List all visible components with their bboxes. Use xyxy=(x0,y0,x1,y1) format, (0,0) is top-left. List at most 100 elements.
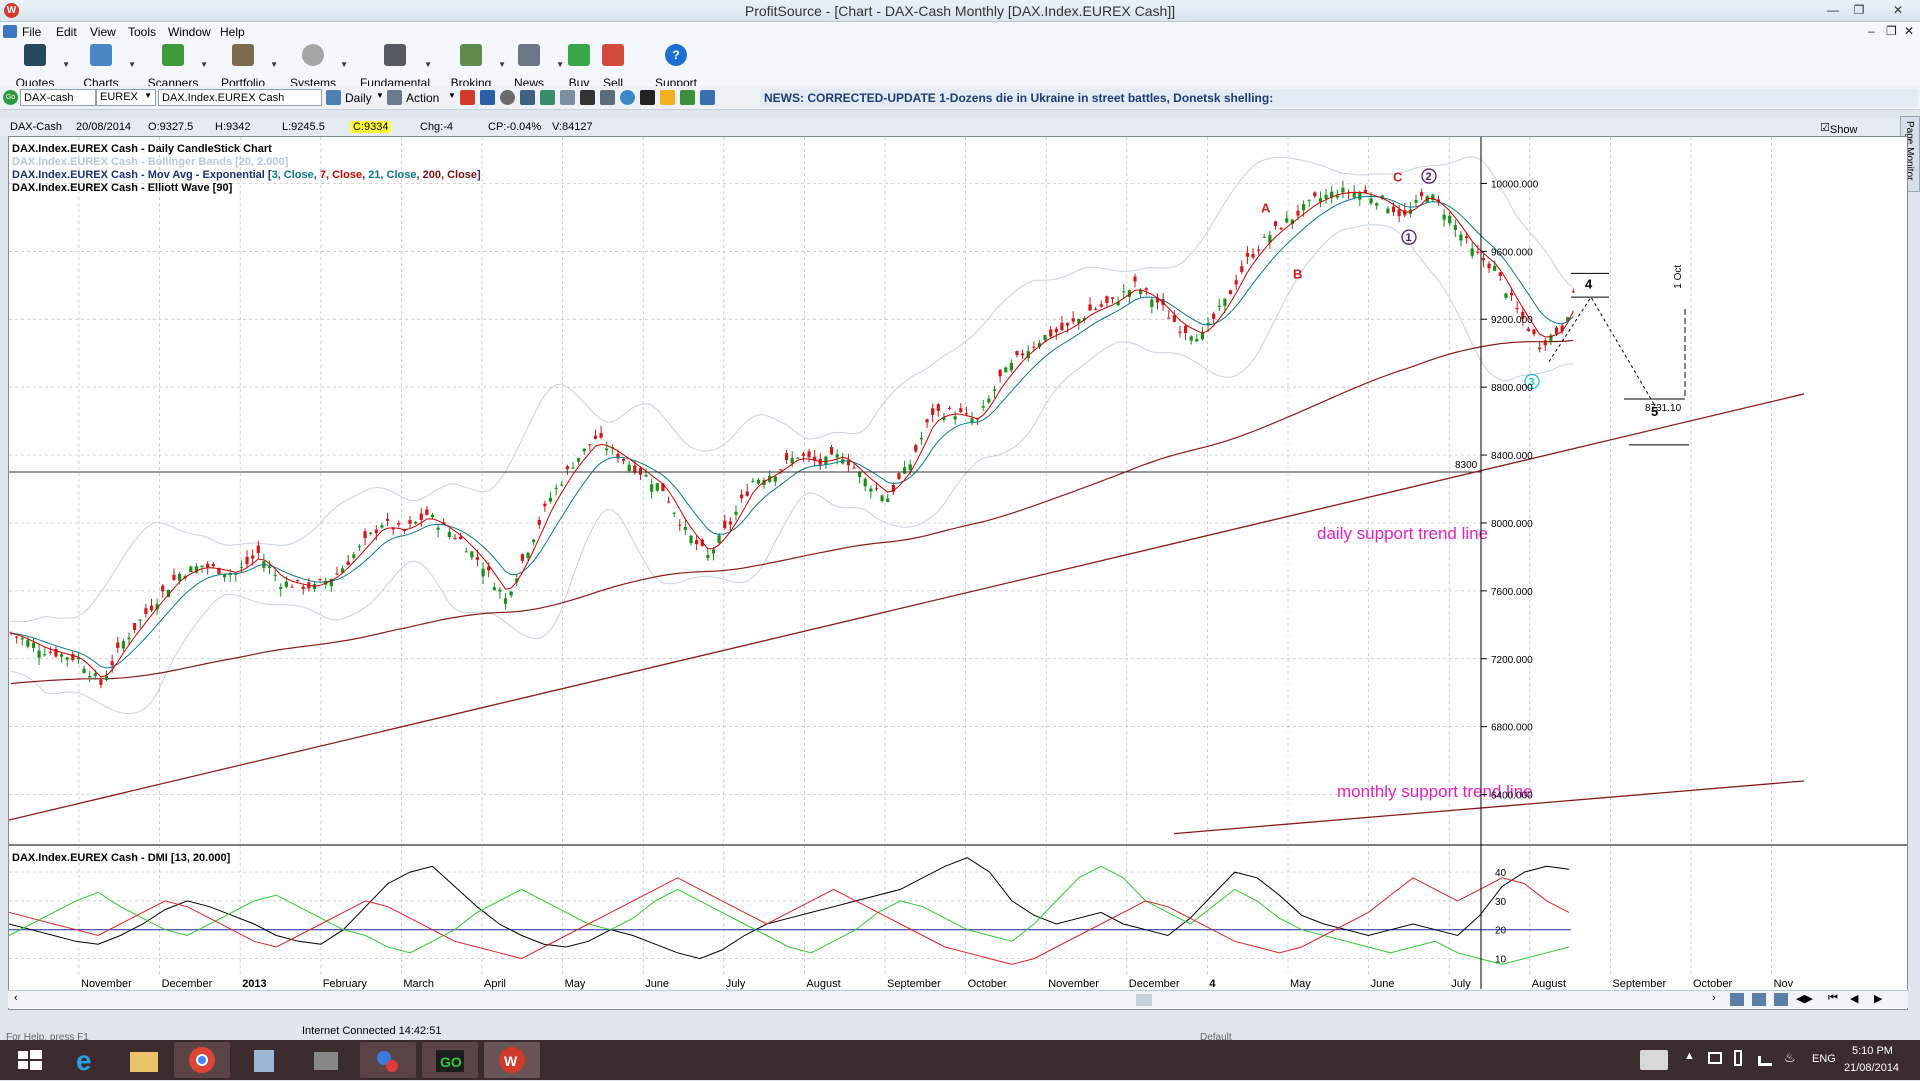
chevron-down-icon[interactable]: ▼ xyxy=(556,60,564,69)
mdi-restore-button[interactable]: ❐ xyxy=(1886,24,1897,38)
action-menu[interactable]: Action xyxy=(406,91,440,105)
show-last-checkbox[interactable]: ☑ Show Last xyxy=(1820,122,1858,148)
restore-button[interactable]: ❐ xyxy=(1853,3,1865,17)
menu-bar: File Edit View Tools Window Help – ❐ ✕ xyxy=(0,22,1920,42)
chrome-icon[interactable] xyxy=(174,1042,230,1078)
battery-icon[interactable] xyxy=(1734,1050,1742,1066)
language-indicator[interactable]: ENG xyxy=(1812,1053,1836,1065)
news-ticker[interactable]: NEWS: CORRECTED-UPDATE 1-Dozens die in U… xyxy=(760,89,1918,107)
tray-arrow-icon[interactable]: ▲ xyxy=(1684,1050,1695,1062)
chevron-down-icon[interactable]: ▼ xyxy=(200,60,208,69)
next-page-icon[interactable]: ▶ xyxy=(1874,993,1883,1005)
internet-explorer-icon[interactable]: e xyxy=(58,1042,114,1078)
tools-icon[interactable] xyxy=(580,90,595,105)
file-explorer-icon[interactable] xyxy=(116,1042,172,1078)
chevron-down-icon[interactable]: ▼ xyxy=(448,91,456,100)
systems-button[interactable]: Systems ▼ xyxy=(278,44,348,90)
start-icon[interactable] xyxy=(2,1042,58,1078)
chevron-down-icon[interactable]: ▼ xyxy=(340,60,348,69)
symbol-input[interactable] xyxy=(20,89,96,106)
description-input[interactable] xyxy=(158,89,322,106)
flag-icon[interactable] xyxy=(680,90,695,105)
go-icon[interactable]: Go xyxy=(3,90,18,105)
signal-icon[interactable] xyxy=(1758,1056,1772,1066)
grid-app-icon[interactable] xyxy=(298,1042,354,1078)
candle-body xyxy=(1566,317,1570,322)
candle-body xyxy=(526,552,530,559)
scanners-button[interactable]: Scanners ▼ xyxy=(138,44,208,90)
mdi-window-icon[interactable] xyxy=(3,25,17,38)
portfolio-button[interactable]: Portfolio ▼ xyxy=(208,44,278,90)
candle-body xyxy=(1273,221,1278,226)
fundamental-button[interactable]: Fundamental ▼ xyxy=(358,44,432,90)
arrow-down-icon[interactable] xyxy=(460,90,475,105)
y-tick-label: 8800.000 xyxy=(1491,383,1533,394)
layout-icon[interactable] xyxy=(560,90,575,105)
chevron-down-icon[interactable]: ▼ xyxy=(270,60,278,69)
menu-view[interactable]: View xyxy=(90,25,116,39)
pan-both-icon[interactable]: ◀▶ xyxy=(1796,993,1813,1005)
candle-body xyxy=(1223,298,1227,306)
chart-window[interactable]: 8300 A B C 1 2 3 4 5 8731.10 1 Oct daily support tr… xyxy=(8,136,1908,1010)
bulb-icon[interactable] xyxy=(620,90,635,105)
profitsource-icon[interactable]: W xyxy=(484,1042,540,1078)
candle-body xyxy=(1296,210,1300,216)
x-tick-label: March xyxy=(403,978,434,990)
chevron-down-icon[interactable]: ▼ xyxy=(144,91,152,100)
horizontal-scrollbar[interactable]: ‹ › ◀▶ ⏮ ◀ ▶ xyxy=(8,990,1908,1008)
keyboard-icon[interactable] xyxy=(1640,1050,1668,1070)
print-icon[interactable] xyxy=(520,90,535,105)
candle-body xyxy=(1004,367,1008,373)
prev-page-icon[interactable]: ◀ xyxy=(1850,993,1859,1005)
media-icon[interactable] xyxy=(360,1042,416,1078)
quotes-button[interactable]: Quotes ▼ xyxy=(0,44,70,90)
menu-edit[interactable]: Edit xyxy=(56,25,77,39)
chevron-down-icon[interactable]: ▼ xyxy=(498,60,506,69)
zoom-in-icon[interactable] xyxy=(1730,993,1744,1006)
chevron-down-icon[interactable]: ▼ xyxy=(62,60,70,69)
settings-icon[interactable] xyxy=(500,90,515,105)
candle-body xyxy=(1110,297,1115,299)
minimize-button[interactable]: — xyxy=(1827,3,1839,17)
zoom-fit-icon[interactable] xyxy=(1774,993,1788,1006)
chevron-down-icon[interactable]: ▼ xyxy=(376,91,384,100)
display-icon[interactable] xyxy=(1708,1052,1722,1064)
star-icon[interactable] xyxy=(660,90,675,105)
buy-icon xyxy=(568,44,590,66)
charts-button[interactable]: Charts ▼ xyxy=(66,44,136,90)
indicator-icon[interactable] xyxy=(700,90,715,105)
candle-body xyxy=(487,566,491,571)
projection-target-label: 8731.10 xyxy=(1645,403,1682,414)
go-app-icon[interactable]: GO xyxy=(422,1042,478,1078)
scroll-right-icon[interactable]: › xyxy=(1712,992,1716,1004)
binoculars-icon[interactable] xyxy=(640,90,655,105)
profitsource-icon[interactable]: W xyxy=(4,3,19,18)
menu-tools[interactable]: Tools xyxy=(128,25,157,39)
clock-time[interactable]: 5:10 PM xyxy=(1852,1045,1893,1057)
candle-body xyxy=(1082,317,1087,321)
clock-date[interactable]: 21/08/2014 xyxy=(1844,1062,1900,1074)
candle-body xyxy=(251,555,255,559)
save-icon[interactable] xyxy=(480,90,495,105)
period-select[interactable]: Daily xyxy=(345,91,372,105)
menu-help[interactable]: Help xyxy=(220,25,245,39)
zoom-out-icon[interactable] xyxy=(1752,993,1766,1006)
scroll-thumb[interactable] xyxy=(1136,994,1152,1006)
close-button[interactable]: ✕ xyxy=(1892,3,1904,17)
exchange-select[interactable]: EUREX ▼ xyxy=(96,89,156,106)
mdi-minimize-button[interactable]: – xyxy=(1868,24,1875,38)
first-page-icon[interactable]: ⏮ xyxy=(1828,992,1838,1004)
calculator-icon[interactable] xyxy=(236,1042,292,1078)
candle-body xyxy=(425,509,429,515)
chart-type-icon[interactable] xyxy=(600,90,615,105)
chevron-down-icon[interactable]: ▼ xyxy=(128,60,136,69)
mdi-close-button[interactable]: ✕ xyxy=(1904,24,1915,38)
x-tick-label: 2013 xyxy=(242,978,266,990)
menu-window[interactable]: Window xyxy=(168,25,211,39)
volume-icon[interactable]: ♨ xyxy=(1784,1050,1796,1065)
chevron-down-icon[interactable]: ▼ xyxy=(424,60,432,69)
menu-file[interactable]: File xyxy=(22,25,42,39)
scroll-left-icon[interactable]: ‹ xyxy=(14,992,18,1004)
link-icon[interactable] xyxy=(540,90,555,105)
